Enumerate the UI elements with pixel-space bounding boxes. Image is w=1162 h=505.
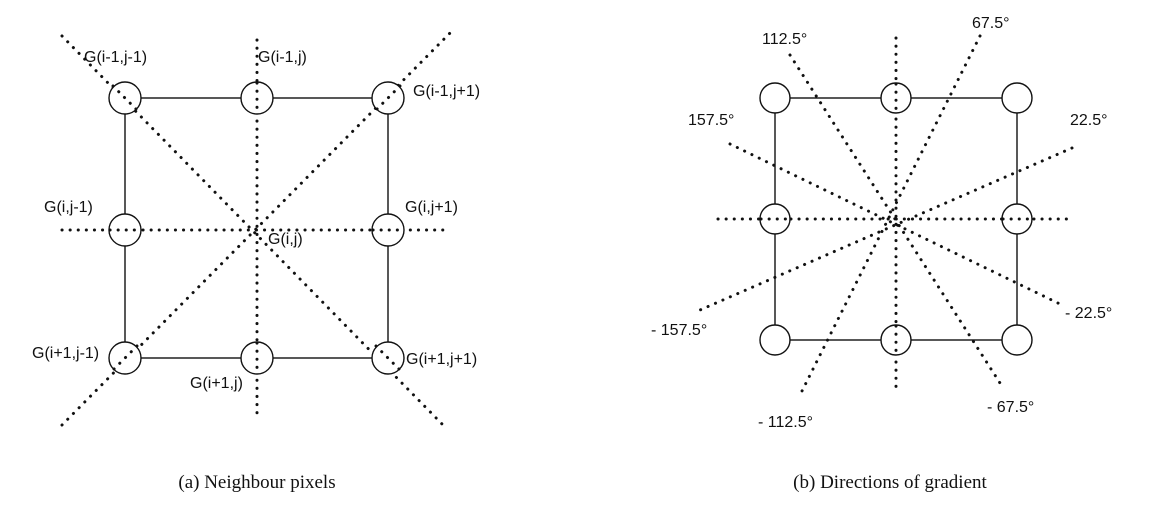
panel-a-dots-in-bottom-left — [111, 344, 139, 372]
panel-b-direction-112-to-minus67 — [788, 53, 1002, 385]
angle-label-22-5: 22.5° — [1070, 112, 1108, 129]
panel-b-direction-22-to-minus157 — [698, 146, 1074, 312]
label-bottom-right: G(i+1,j+1) — [406, 351, 477, 368]
panel-b-pixel-circle-bottom-right — [1001, 324, 1033, 356]
panel-b-caption: (b) Directions of gradient — [793, 472, 987, 493]
panel-b-pixel-circle-top-left — [759, 82, 791, 114]
label-bottom-left: G(i+1,j-1) — [32, 345, 99, 362]
panel-a-dots-in-top-left — [111, 84, 139, 112]
angle-label-minus-157-5: - 157.5° — [651, 322, 707, 339]
panel-a-dots-in-top-right — [374, 84, 402, 112]
angle-label-minus-22-5: - 22.5° — [1065, 305, 1112, 322]
angle-label-157-5: 157.5° — [688, 112, 734, 129]
panel-b-direction-157-to-minus22 — [728, 142, 1064, 307]
panel-a-caption: (a) Neighbour pixels — [178, 472, 335, 493]
label-top-left: G(i-1,j-1) — [84, 49, 147, 66]
label-top-center: G(i-1,j) — [258, 49, 307, 66]
label-center: G(i,j) — [268, 231, 303, 248]
label-top-right: G(i-1,j+1) — [413, 83, 480, 100]
angle-label-minus-112-5: - 112.5° — [758, 414, 813, 431]
panel-b-gradient-directions: 112.5° 67.5° 157.5° 22.5° - 157.5° - 22.… — [651, 15, 1112, 493]
panel-b-pixel-circle-top-right — [1001, 82, 1033, 114]
panel-b-pixel-circle-bottom-left — [759, 324, 791, 356]
angle-label-112-5: 112.5° — [762, 31, 807, 48]
panel-a-dots-in-bottom-right — [374, 344, 402, 372]
angle-label-67-5: 67.5° — [972, 15, 1010, 32]
label-bottom-center: G(i+1,j) — [190, 375, 243, 392]
label-middle-right: G(i,j+1) — [405, 199, 458, 216]
angle-label-minus-67-5: - 67.5° — [987, 399, 1034, 416]
panel-a-neighbour-pixels: G(i-1,j-1) G(i-1,j) G(i-1,j+1) G(i,j-1) … — [32, 26, 480, 493]
label-middle-left: G(i,j-1) — [44, 199, 93, 216]
